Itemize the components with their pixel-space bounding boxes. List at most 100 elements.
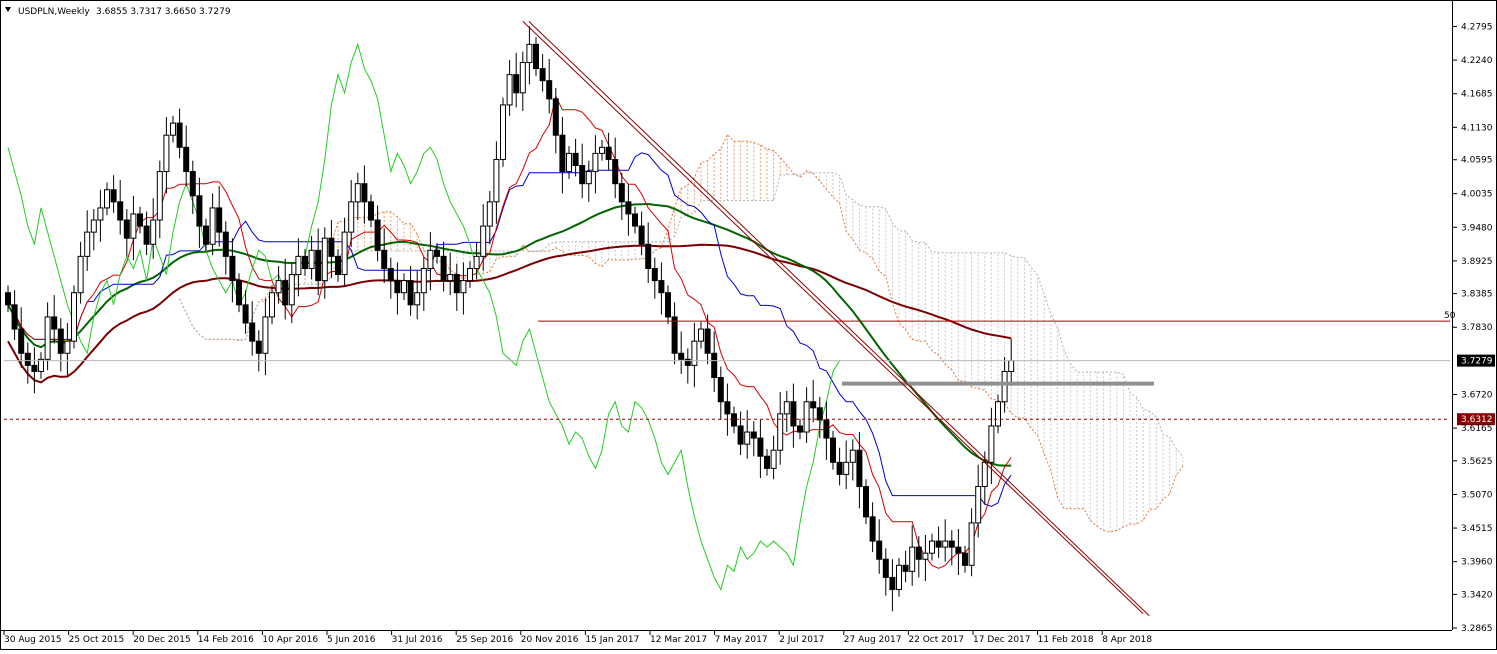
x-tick-label: 17 Dec 2017 <box>973 635 1031 645</box>
candle <box>585 160 592 202</box>
candle <box>170 115 176 143</box>
candle <box>896 558 902 597</box>
price-tag-current-bg <box>1457 354 1495 367</box>
candle <box>830 430 836 470</box>
candle <box>684 348 691 384</box>
price-tag-support: 3.6312 <box>1461 415 1493 425</box>
candle <box>836 447 843 486</box>
candle-body <box>71 292 77 342</box>
candle <box>209 193 216 256</box>
candle <box>90 209 97 251</box>
candle-body <box>869 516 876 542</box>
ma50-line <box>7 202 1012 467</box>
x-tick-label: 27 Aug 2017 <box>844 635 902 645</box>
candle <box>308 235 315 280</box>
candle <box>863 479 869 525</box>
candle-body <box>236 280 242 306</box>
candle-body <box>519 62 526 94</box>
candle-body <box>348 201 355 233</box>
candle-body <box>183 146 190 173</box>
candle-body <box>447 274 454 282</box>
candle-body <box>414 292 421 306</box>
candle-body <box>684 358 691 366</box>
x-tick-label: 15 Jan 2017 <box>585 635 639 645</box>
candle-body <box>368 201 374 221</box>
y-tick-label: 3.6165 <box>1461 424 1493 434</box>
candle-body <box>790 401 797 427</box>
candle-body <box>11 304 18 330</box>
candle <box>506 60 513 116</box>
candle <box>645 222 652 284</box>
candle <box>374 205 381 262</box>
candle-body <box>724 401 731 415</box>
overlays: 50 <box>4 20 1456 617</box>
candle <box>222 221 229 275</box>
candle-body <box>249 322 256 342</box>
candle-body <box>995 401 1001 427</box>
candle-body <box>942 540 949 548</box>
candle <box>995 394 1001 434</box>
chikou-line <box>7 42 841 591</box>
candle <box>460 262 467 315</box>
candle <box>843 440 850 489</box>
candle-body <box>137 213 143 227</box>
candle <box>909 525 916 586</box>
candle-body <box>189 171 196 197</box>
candle <box>777 392 784 465</box>
candle-body <box>526 43 533 64</box>
candle <box>11 290 18 340</box>
candle-body <box>97 207 104 221</box>
candle <box>744 410 751 459</box>
candle-body <box>401 280 407 294</box>
candle <box>651 257 658 299</box>
candle-body <box>163 134 170 173</box>
candle <box>427 232 434 291</box>
candle-body <box>856 449 863 488</box>
candle <box>434 243 440 264</box>
candle-body <box>302 255 308 269</box>
candle <box>282 258 289 320</box>
candle <box>797 418 803 440</box>
candle <box>104 182 110 216</box>
candle-body <box>539 68 546 82</box>
x-tick-label: 25 Sep 2016 <box>456 635 513 645</box>
y-tick-label: 3.6720 <box>1461 390 1493 400</box>
candle-body <box>51 316 58 330</box>
candle-body <box>38 358 44 372</box>
candle-body <box>434 249 440 257</box>
candle-body <box>222 231 229 257</box>
y-tick-label: 4.0595 <box>1461 156 1493 166</box>
candle-body <box>605 146 612 160</box>
candle <box>315 228 322 296</box>
candle <box>737 411 744 456</box>
candle-body <box>896 564 902 591</box>
x-tick-label: 12 Mar 2017 <box>650 635 707 645</box>
x-tick-label: 20 Nov 2016 <box>521 635 579 645</box>
candle-body <box>612 158 619 185</box>
candle-body <box>731 413 737 427</box>
x-tick-label: 14 Feb 2016 <box>198 635 254 645</box>
candle-body <box>427 249 434 269</box>
candle <box>658 262 665 315</box>
y-tick-label: 4.2795 <box>1461 22 1493 32</box>
y-tick-label: 3.7830 <box>1461 323 1493 333</box>
candle <box>440 241 447 292</box>
candle-body <box>315 249 322 282</box>
fib-50-label: 50 <box>1444 311 1456 321</box>
candle-body <box>803 401 810 433</box>
candle <box>810 379 817 423</box>
collapse-triangle-icon[interactable] <box>5 7 11 12</box>
candle-body <box>988 425 995 463</box>
candle-body <box>764 455 770 469</box>
candle-body <box>460 280 467 294</box>
candle <box>189 160 196 214</box>
candle <box>163 117 170 194</box>
candle-body <box>77 255 84 294</box>
trend-line-down <box>522 20 1144 615</box>
candle-body <box>552 98 559 136</box>
candle-body <box>308 249 315 269</box>
y-tick-label: 4.2240 <box>1461 56 1493 66</box>
candle-body <box>948 540 955 548</box>
candle <box>559 117 566 194</box>
candle <box>150 198 157 259</box>
